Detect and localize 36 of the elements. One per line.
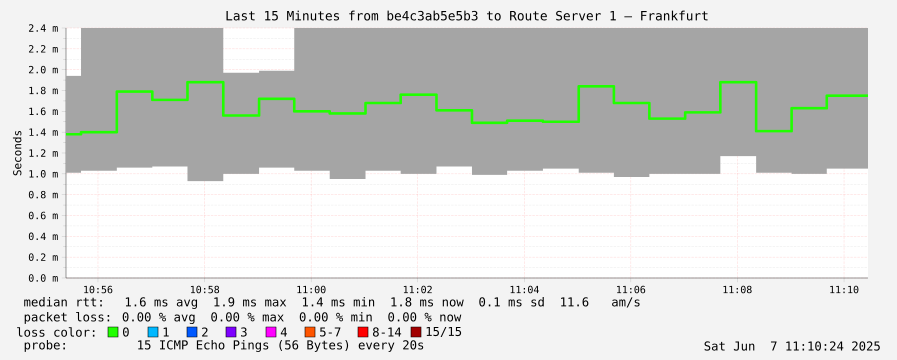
y-tick-label: 2.2 m: [28, 45, 58, 53]
y-axis-title: Seconds: [12, 130, 22, 176]
legend-label: 8-14: [372, 327, 402, 337]
legend-label: 3: [241, 327, 247, 337]
x-tick-label: 10:56: [84, 286, 112, 294]
text: probe: 15 ICMP Echo Pings (56 Bytes) every 20s: [24, 340, 424, 352]
y-tick-label: 0.8 m: [28, 190, 58, 198]
legend-title: loss color:: [17, 327, 94, 337]
legend-label: 4: [280, 328, 287, 336]
y-tick-label: 0.0 m: [28, 274, 58, 282]
y-tick-label: 1.6 m: [29, 108, 58, 116]
y-tick-label: 2.4 m: [28, 24, 58, 32]
y-tick-label: 1.0 m: [29, 170, 58, 178]
y-tick-label: 1.2 m: [29, 149, 58, 157]
text: median rtt: 1.6 ms avg 1.9 ms max 1.4 ms min 1.8 ms now 0.1 ms sd 11.6 am/s: [24, 297, 640, 309]
y-tick-label: 1.8 m: [29, 86, 58, 94]
x-tick-label: 11:10: [830, 286, 858, 294]
text: Sat Jun 7 11:10:24 2025: [704, 341, 880, 351]
chart-title: Last 15 Minutes from be4c3ab5e5b3 to Route Server 1 – Frankfurt: [226, 10, 708, 21]
text: packet loss: 0.00 % avg 0.00 % max 0.00 % min 0.00 % now: [24, 312, 462, 324]
y-tick-label: 0.6 m: [28, 212, 58, 220]
legend-label: 2: [202, 327, 208, 337]
y-tick-label: 0.2 m: [28, 253, 58, 261]
x-tick-label: 11:06: [617, 286, 646, 294]
y-tick-label: 0.4 m: [28, 232, 58, 240]
x-tick-label: 11:08: [723, 286, 752, 294]
y-tick-label: 2.0 m: [28, 66, 58, 74]
x-tick-label: 11:00: [297, 286, 326, 294]
y-tick-label: 1.4 m: [29, 128, 58, 136]
x-tick-label: 11:02: [404, 286, 432, 294]
legend-label: 5-7: [320, 327, 340, 337]
legend-label: 0: [123, 327, 129, 337]
legend-label: 1: [164, 328, 169, 336]
x-tick-label: 10:58: [190, 286, 220, 294]
x-tick-label: 11:04: [510, 286, 539, 294]
legend-label: 15/15: [426, 326, 462, 338]
